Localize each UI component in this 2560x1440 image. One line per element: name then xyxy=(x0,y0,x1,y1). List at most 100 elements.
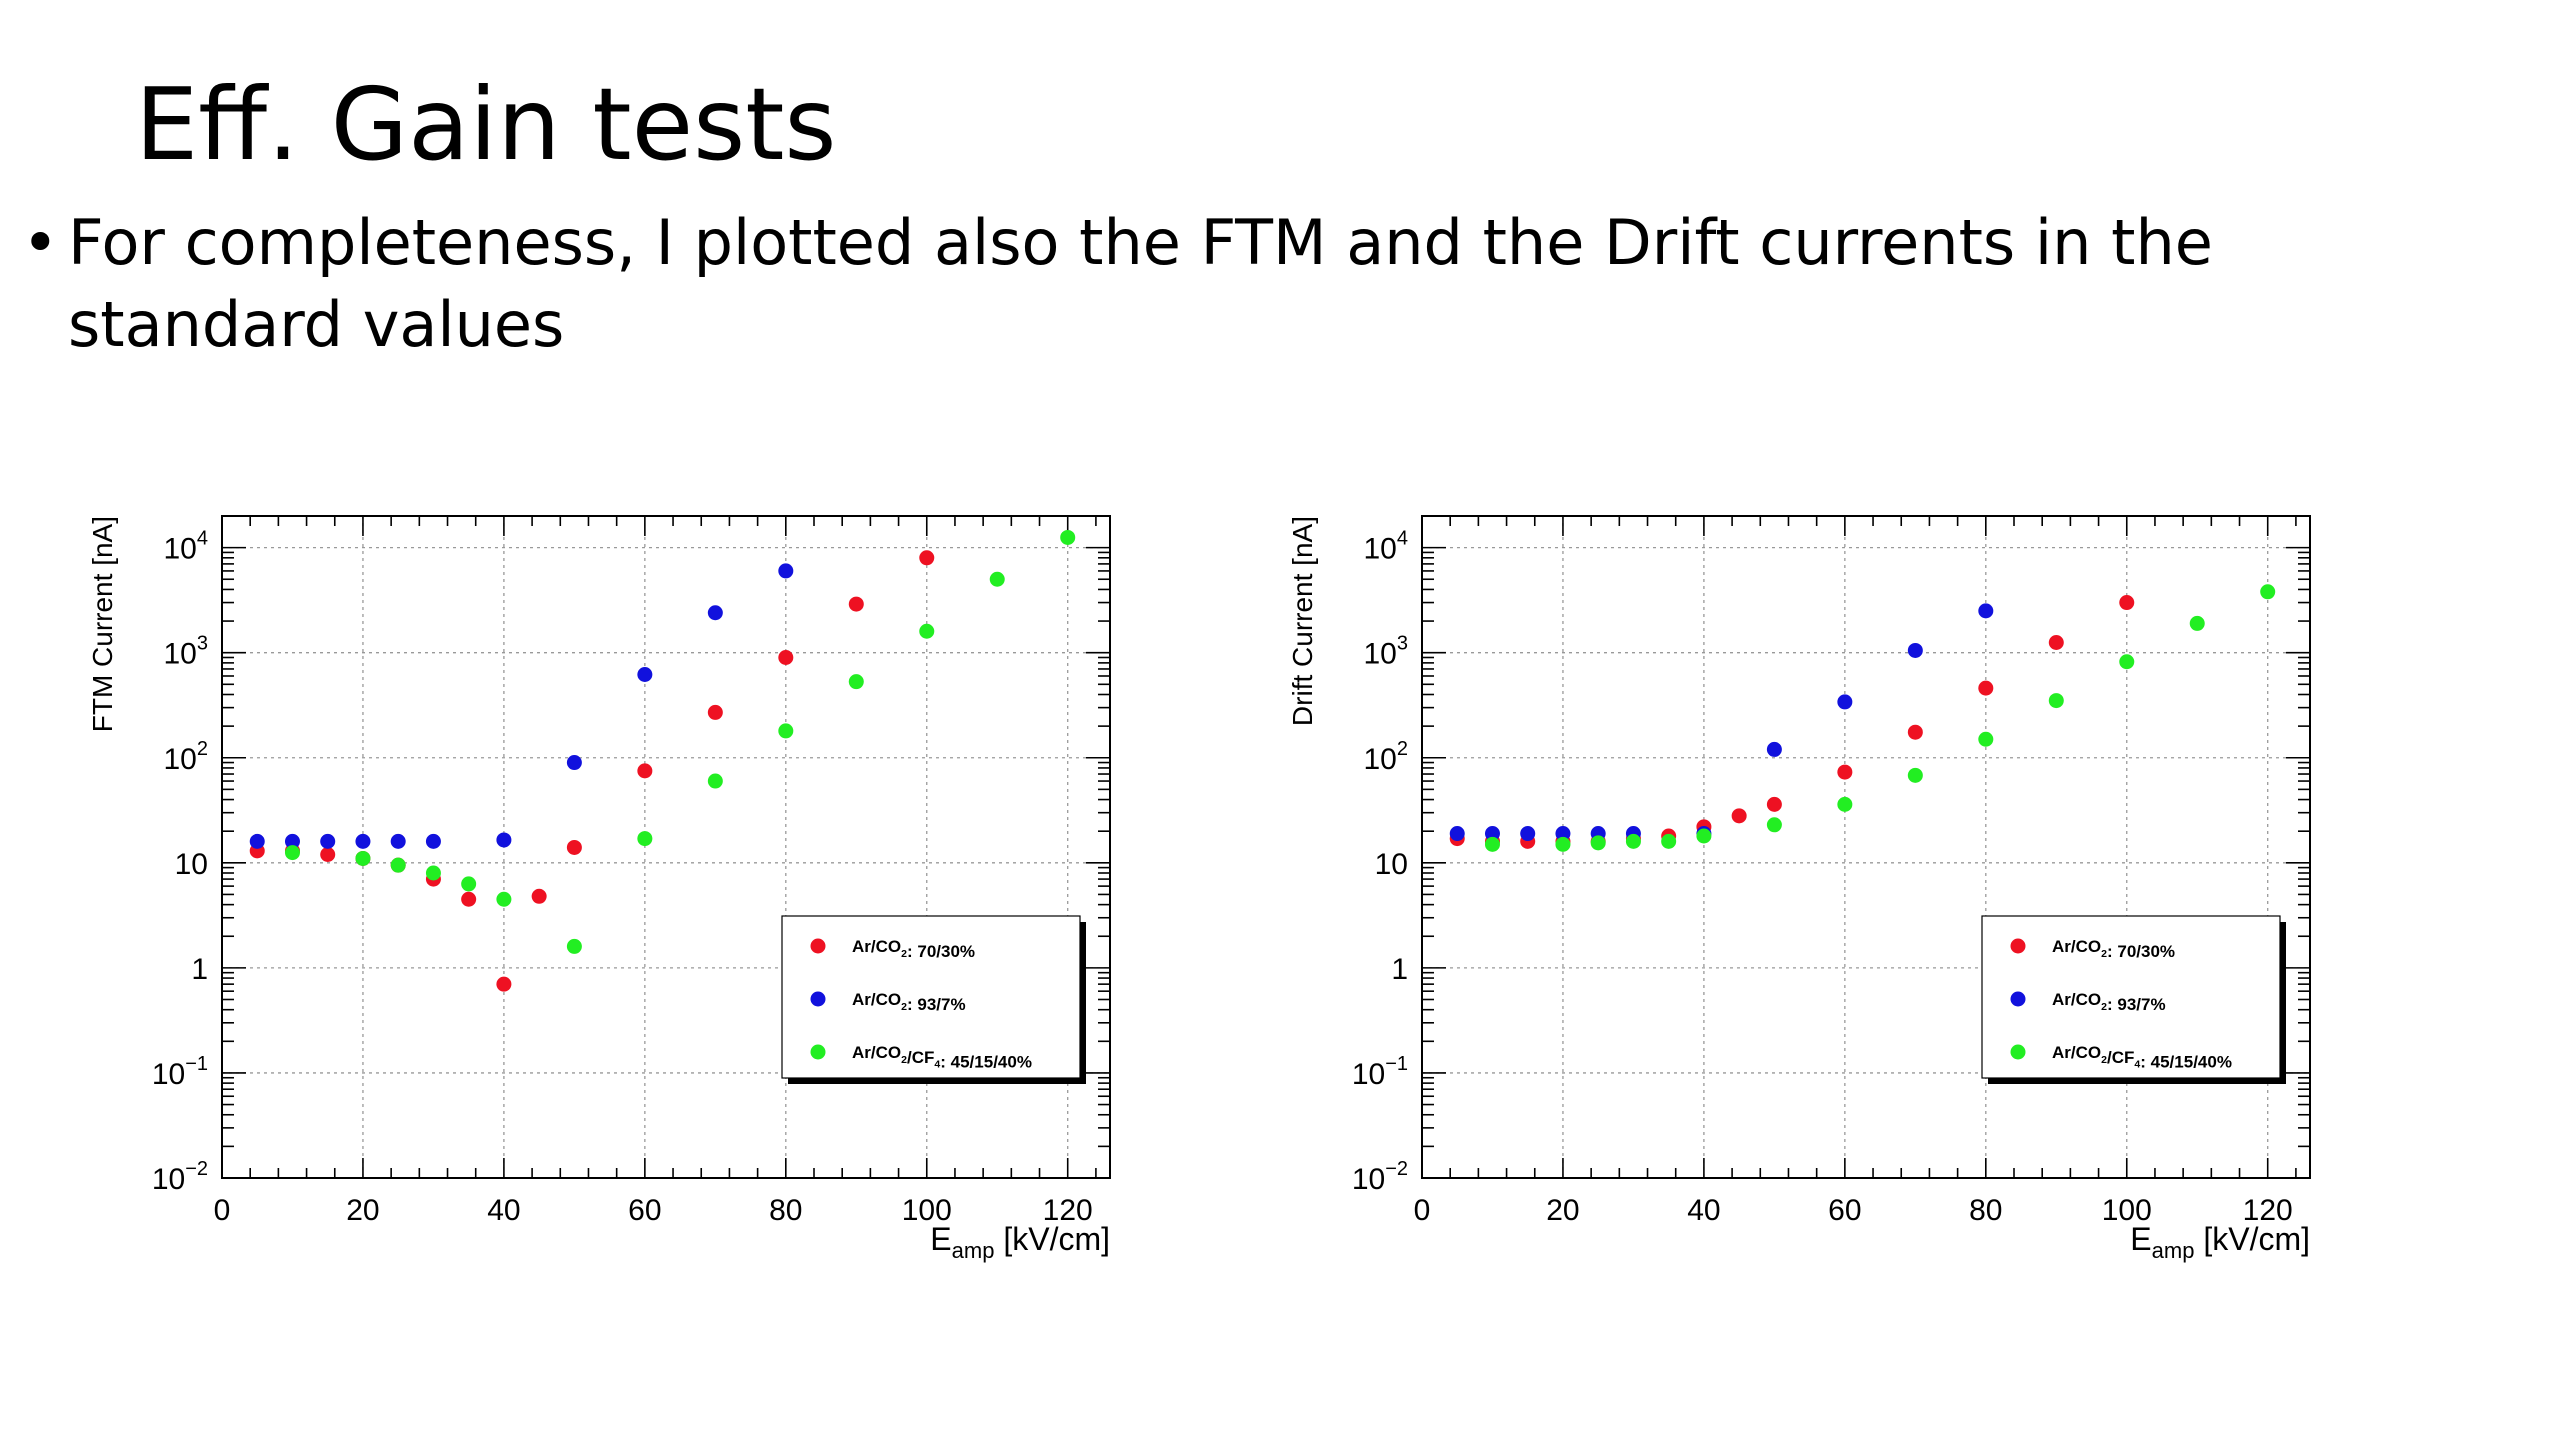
x-tick-label: 80 xyxy=(769,1194,802,1227)
y-tick-label: 1 xyxy=(1391,953,1408,986)
x-tick-label: 120 xyxy=(1043,1194,1093,1227)
data-point-series-2 xyxy=(707,605,723,621)
legend-label: Ar/CO2: 93/7% xyxy=(2052,990,2166,1014)
data-point-series-2 xyxy=(1520,826,1536,842)
legend-marker xyxy=(2010,991,2026,1007)
x-tick-label: 100 xyxy=(902,1194,952,1227)
data-point-series-1 xyxy=(778,649,794,665)
data-point-series-1 xyxy=(919,550,935,566)
data-point-series-2 xyxy=(1837,694,1853,710)
data-point-series-3 xyxy=(778,723,794,739)
y-axis-title: Drift Current [nA] xyxy=(1287,516,1318,726)
y-axis-title: FTM Current [nA] xyxy=(87,516,118,732)
y-tick-label: 1 xyxy=(191,953,208,986)
data-point-series-3 xyxy=(707,773,723,789)
data-point-series-3 xyxy=(1060,529,1076,545)
y-tick-label: 103 xyxy=(1364,633,1409,671)
data-point-series-1 xyxy=(1766,796,1782,812)
x-tick-label: 120 xyxy=(2243,1194,2293,1227)
data-point-series-3 xyxy=(1484,836,1500,852)
x-tick-label: 60 xyxy=(1828,1194,1861,1227)
data-point-series-2 xyxy=(1484,826,1500,842)
data-point-series-1 xyxy=(2119,595,2135,611)
data-point-series-1 xyxy=(848,596,864,612)
data-point-series-3 xyxy=(1766,817,1782,833)
legend-box xyxy=(1981,915,2281,1079)
legend-box xyxy=(781,915,1081,1079)
data-point-series-2 xyxy=(637,667,653,683)
data-point-series-1 xyxy=(2048,635,2064,651)
data-point-series-2 xyxy=(566,755,582,771)
y-tick-label: 102 xyxy=(164,738,209,776)
legend-label: Ar/CO2/CF4: 45/15/40% xyxy=(852,1043,1032,1072)
x-tick-label: 60 xyxy=(628,1194,661,1227)
x-tick-label: 20 xyxy=(346,1194,379,1227)
data-point-series-2 xyxy=(355,833,371,849)
x-tick-label: 80 xyxy=(1969,1194,2002,1227)
data-point-series-3 xyxy=(566,938,582,954)
y-tick-label: 104 xyxy=(164,528,209,566)
y-tick-label: 10 xyxy=(175,848,208,881)
data-point-series-2 xyxy=(425,833,441,849)
data-point-series-1 xyxy=(707,704,723,720)
legend-label: Ar/CO2: 70/30% xyxy=(2052,937,2175,961)
data-point-series-1 xyxy=(1907,724,1923,740)
data-point-series-1 xyxy=(1837,764,1853,780)
y-tick-label: 10 xyxy=(1375,848,1408,881)
data-point-series-3 xyxy=(2048,693,2064,709)
data-point-series-3 xyxy=(989,571,1005,587)
data-point-series-3 xyxy=(1978,731,1994,747)
legend-marker xyxy=(2010,938,2026,954)
data-point-series-3 xyxy=(2189,615,2205,631)
data-point-series-3 xyxy=(461,876,477,892)
y-tick-label: 10−1 xyxy=(1352,1053,1408,1091)
data-point-series-3 xyxy=(919,623,935,639)
data-point-series-3 xyxy=(1590,835,1606,851)
data-point-series-3 xyxy=(2119,654,2135,670)
x-tick-label: 20 xyxy=(1546,1194,1579,1227)
slide-title: Eff. Gain tests xyxy=(135,66,837,183)
data-point-series-2 xyxy=(249,833,265,849)
y-tick-label: 104 xyxy=(1364,528,1409,566)
data-point-series-2 xyxy=(1555,826,1571,842)
data-point-series-3 xyxy=(1696,828,1712,844)
x-tick-label: 0 xyxy=(1414,1194,1431,1227)
legend-label: Ar/CO2/CF4: 45/15/40% xyxy=(2052,1043,2232,1072)
x-axis-title: Eamp [kV/cm] xyxy=(2130,1221,2310,1263)
data-point-series-2 xyxy=(1766,741,1782,757)
data-point-series-1 xyxy=(461,891,477,907)
legend-label: Ar/CO2: 93/7% xyxy=(852,990,966,1014)
y-tick-label: 102 xyxy=(1364,738,1409,776)
x-tick-label: 40 xyxy=(1687,1194,1720,1227)
drift-current-chart: 0 20 40 60 80 100 120 10−2 10−1 1 10 102 103 104 Drift… xyxy=(1287,515,2311,1263)
bullet-point: • For completeness, I plotted also the F… xyxy=(22,202,2502,366)
data-point-series-3 xyxy=(637,831,653,847)
data-point-series-1 xyxy=(496,976,512,992)
data-point-series-1 xyxy=(320,846,336,862)
x-axis-title: Eamp [kV/cm] xyxy=(930,1221,1110,1263)
data-point-series-2 xyxy=(778,563,794,579)
data-point-series-3 xyxy=(496,891,512,907)
y-tick-label: 10−1 xyxy=(152,1053,208,1091)
legend-marker xyxy=(810,938,826,954)
data-point-series-1 xyxy=(1978,680,1994,696)
data-point-series-2 xyxy=(496,832,512,848)
legend-marker xyxy=(810,991,826,1007)
data-point-series-3 xyxy=(1625,833,1641,849)
data-point-series-3 xyxy=(1907,767,1923,783)
data-point-series-3 xyxy=(425,865,441,881)
legend-marker xyxy=(2010,1044,2026,1060)
legend-label: Ar/CO2: 70/30% xyxy=(852,937,975,961)
data-point-series-1 xyxy=(531,888,547,904)
bullet-dot: • xyxy=(22,206,59,279)
x-tick-label: 0 xyxy=(214,1194,231,1227)
y-tick-label: 10−2 xyxy=(1352,1158,1408,1196)
plot-frame xyxy=(221,515,1111,1179)
x-tick-label: 40 xyxy=(487,1194,520,1227)
data-point-series-3 xyxy=(848,674,864,690)
data-point-series-3 xyxy=(2260,584,2276,600)
data-point-series-3 xyxy=(390,857,406,873)
data-point-series-2 xyxy=(284,833,300,849)
data-point-series-1 xyxy=(1731,808,1747,824)
bullet-text: For completeness, I plotted also the FTM… xyxy=(68,206,2213,361)
